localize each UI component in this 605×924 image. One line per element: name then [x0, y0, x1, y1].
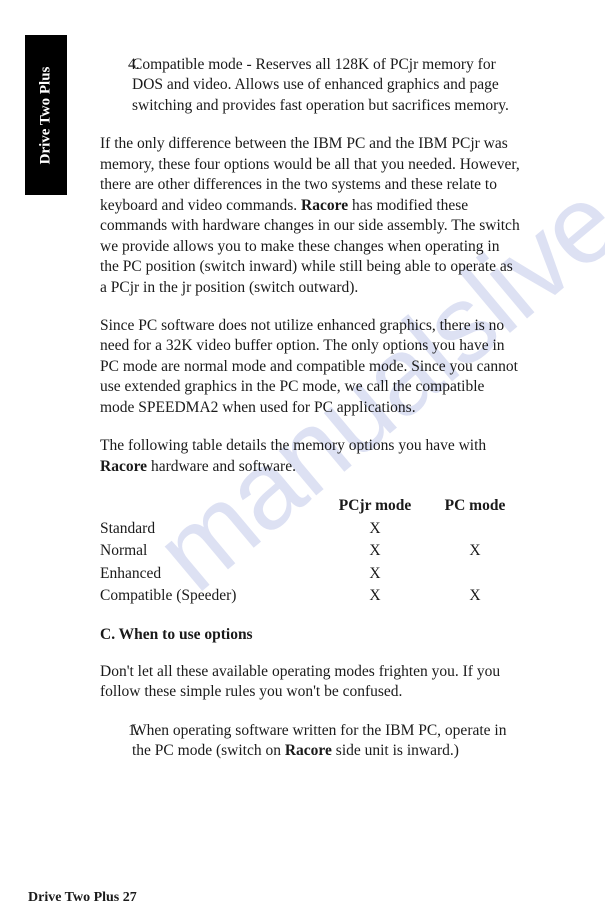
table-row: Normal X X	[100, 540, 520, 562]
para1-bold: Racore	[301, 197, 348, 214]
table-row: Compatible (Speeder) X X	[100, 585, 520, 607]
table-cell-mode: Standard	[100, 518, 320, 540]
table-cell-pc: X	[430, 540, 520, 562]
page-content: 4. Compatible mode - Reserves all 128K o…	[100, 55, 520, 780]
page-footer: Drive Two Plus 27	[28, 890, 137, 906]
para3-text-a: The following table details the memory o…	[100, 437, 486, 454]
side-tab-text: Drive Two Plus	[38, 66, 55, 164]
paragraph-4: Don't let all these available operating …	[100, 662, 520, 703]
paragraph-1: If the only difference between the IBM P…	[100, 134, 520, 298]
table-cell-mode: Normal	[100, 540, 320, 562]
table-header-pcjr: PCjr mode	[320, 495, 430, 517]
para3-text-b: hardware and software.	[147, 458, 296, 475]
table-row: Standard X	[100, 518, 520, 540]
paragraph-2: Since PC software does not utilize enhan…	[100, 316, 520, 418]
table-cell-pcjr: X	[320, 540, 430, 562]
table-cell-pc: X	[430, 585, 520, 607]
list-item-4: 4. Compatible mode - Reserves all 128K o…	[100, 55, 520, 116]
list-number: 4.	[100, 55, 132, 116]
table-cell-pcjr: X	[320, 563, 430, 585]
section-c-heading: C. When to use options	[100, 625, 520, 645]
list-body: When operating software written for the …	[132, 721, 520, 762]
table-cell-pc	[430, 563, 520, 585]
table-header-blank	[100, 495, 320, 517]
table-row: Enhanced X	[100, 563, 520, 585]
list-item-1: 1. When operating software written for t…	[100, 721, 520, 762]
list-number: 1.	[100, 721, 132, 762]
side-tab: Drive Two Plus	[25, 35, 67, 195]
table-cell-pc	[430, 518, 520, 540]
item1-bold: Racore	[285, 742, 332, 759]
table-cell-pcjr: X	[320, 585, 430, 607]
table-cell-mode: Enhanced	[100, 563, 320, 585]
paragraph-3: The following table details the memory o…	[100, 436, 520, 477]
memory-options-table: PCjr mode PC mode Standard X Normal X X …	[100, 495, 520, 607]
table-cell-pcjr: X	[320, 518, 430, 540]
item1-text-b: side unit is inward.)	[332, 742, 459, 759]
list-body: Compatible mode - Reserves all 128K of P…	[132, 55, 520, 116]
table-header-pc: PC mode	[430, 495, 520, 517]
table-cell-mode: Compatible (Speeder)	[100, 585, 320, 607]
para3-bold: Racore	[100, 458, 147, 475]
table-header-row: PCjr mode PC mode	[100, 495, 520, 517]
